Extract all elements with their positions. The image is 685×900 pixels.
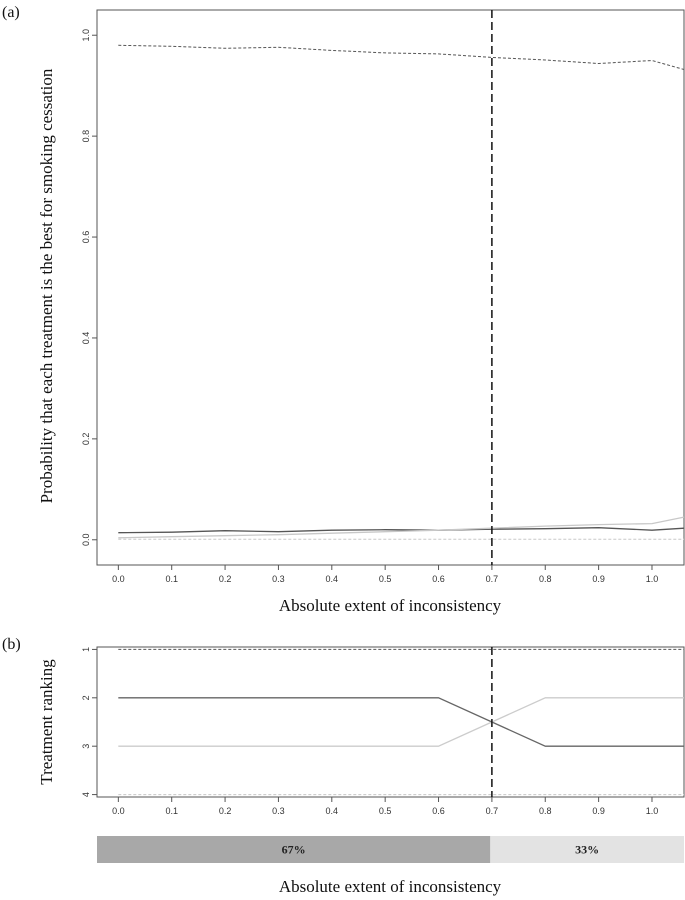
y-tick-label: 0.8 bbox=[81, 130, 91, 143]
x-tick-label: 0.5 bbox=[379, 574, 392, 584]
panel-a-frame bbox=[96, 9, 685, 566]
x-tick-label: 0.4 bbox=[326, 574, 339, 584]
x-tick-label: 1.0 bbox=[646, 574, 659, 584]
x-tick-label: 0.6 bbox=[432, 806, 445, 816]
panel-b-frame bbox=[96, 646, 685, 798]
y-tick-label: 1.0 bbox=[81, 29, 91, 42]
panel-a-y-ticks: 0.0 0.2 0.4 0.6 0.8 1.0 bbox=[81, 29, 97, 546]
panel-b-x-ticks: 0.0 0.1 0.2 0.3 0.4 0.5 0.6 0.7 0.8 0.9 1.0 bbox=[112, 797, 658, 816]
y-tick-label: 0.0 bbox=[81, 534, 91, 547]
x-tick-label: 0.9 bbox=[592, 574, 605, 584]
proportion-segment-label: 33% bbox=[575, 843, 599, 857]
series-line-2 bbox=[118, 697, 684, 747]
proportion-segment-label: 67% bbox=[282, 843, 306, 857]
y-tick-label: 3 bbox=[81, 744, 91, 749]
series-line-1 bbox=[118, 44, 685, 70]
x-tick-label: 0.3 bbox=[272, 806, 285, 816]
x-tick-label: 0.6 bbox=[432, 574, 445, 584]
panel-b-y-ticks: 1 2 3 4 bbox=[81, 647, 97, 797]
x-tick-label: 0.0 bbox=[112, 574, 125, 584]
x-tick-label: 0.2 bbox=[219, 574, 232, 584]
x-tick-label: 0.2 bbox=[219, 806, 232, 816]
proportion-bar: 67% 33% bbox=[97, 836, 684, 863]
series-line-3 bbox=[118, 697, 684, 747]
x-tick-label: 0.3 bbox=[272, 574, 285, 584]
x-tick-label: 0.8 bbox=[539, 806, 552, 816]
y-tick-label: 1 bbox=[81, 647, 91, 652]
x-tick-label: 0.1 bbox=[165, 806, 178, 816]
proportion-segment-2 bbox=[490, 836, 684, 863]
y-tick-label: 0.6 bbox=[81, 231, 91, 244]
proportion-bar-x-axis-title: Absolute extent of inconsistency bbox=[279, 877, 502, 896]
panel-b-series bbox=[118, 648, 684, 796]
panel-a-plot: 0.0 0.2 0.4 0.6 0.8 1.0 0.0 0.1 0.2 0.3 0.4 0.5 0.6… bbox=[81, 9, 685, 584]
x-tick-label: 0.9 bbox=[592, 806, 605, 816]
y-tick-label: 0.4 bbox=[81, 332, 91, 345]
x-tick-label: 0.8 bbox=[539, 574, 552, 584]
panel-b-y-axis-title: Treatment ranking bbox=[37, 659, 56, 785]
proportion-segment-1 bbox=[97, 836, 491, 863]
x-tick-label: 0.1 bbox=[165, 574, 178, 584]
x-tick-label: 0.7 bbox=[486, 806, 499, 816]
y-tick-label: 4 bbox=[81, 792, 91, 797]
x-tick-label: 0.4 bbox=[326, 806, 339, 816]
panel-b-plot: 1 2 3 4 0.0 0.1 0.2 0.3 0.4 0.5 0.6 0.7 0.8 0.9 1.0 bbox=[81, 646, 685, 816]
panel-a-series bbox=[118, 44, 685, 540]
x-tick-label: 0.7 bbox=[486, 574, 499, 584]
x-tick-label: 0.5 bbox=[379, 806, 392, 816]
panel-b-label: (b) bbox=[2, 636, 21, 653]
x-tick-label: 1.0 bbox=[646, 806, 659, 816]
panel-a-y-axis-title: Probability that each treatment is the b… bbox=[37, 68, 56, 503]
y-tick-label: 2 bbox=[81, 695, 91, 700]
series-line-3 bbox=[118, 516, 685, 539]
panel-a-x-ticks: 0.0 0.1 0.2 0.3 0.4 0.5 0.6 0.7 0.8 0.9 1.0 bbox=[112, 565, 658, 584]
panel-a-label: (a) bbox=[2, 4, 20, 21]
x-tick-label: 0.0 bbox=[112, 806, 125, 816]
y-tick-label: 0.2 bbox=[81, 433, 91, 446]
series-line-2 bbox=[118, 527, 685, 534]
panel-a-x-axis-title: Absolute extent of inconsistency bbox=[279, 596, 502, 615]
